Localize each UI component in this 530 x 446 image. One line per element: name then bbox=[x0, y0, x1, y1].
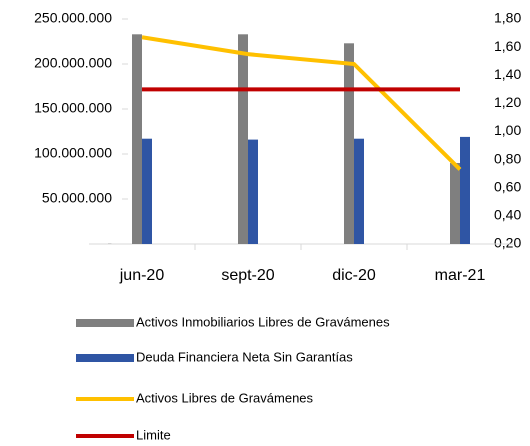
y2-tick-label: 1,80 bbox=[494, 10, 521, 26]
y-tick-label: - bbox=[107, 235, 112, 251]
y2-tick-label: 0,80 bbox=[494, 150, 521, 166]
y2-tick-label: 0,40 bbox=[494, 207, 521, 223]
legend-label: Deuda Financiera Neta Sin Garantías bbox=[136, 349, 353, 364]
y2-tick-label: 1,40 bbox=[494, 66, 521, 82]
y2-tick-label: 1,00 bbox=[494, 122, 521, 138]
legend-swatch bbox=[76, 354, 134, 362]
bar bbox=[450, 163, 460, 244]
x-tick-label: dic-20 bbox=[332, 267, 376, 284]
y2-tick-label: 1,60 bbox=[494, 38, 521, 54]
bar bbox=[142, 138, 152, 244]
y-tick-label: 250.000.000 bbox=[34, 10, 112, 26]
y-tick-label: 150.000.000 bbox=[34, 100, 112, 116]
bar bbox=[238, 34, 248, 244]
x-tick-label: mar-21 bbox=[435, 267, 486, 284]
y-tick-label: 50.000.000 bbox=[42, 190, 112, 206]
x-tick-label: jun-20 bbox=[119, 267, 165, 284]
bar bbox=[460, 136, 470, 244]
y2-tick-label: 1,20 bbox=[494, 94, 521, 110]
legend-swatch bbox=[76, 319, 134, 327]
y2-tick-label: 0,60 bbox=[494, 178, 521, 194]
bar bbox=[344, 43, 354, 244]
bar bbox=[354, 138, 364, 244]
line-series bbox=[141, 35, 462, 171]
legend-label: Activos Inmobiliarios Libres de Gravámen… bbox=[136, 314, 390, 329]
bar bbox=[248, 139, 258, 244]
legend-label: Activos Libres de Gravámenes bbox=[136, 390, 314, 405]
y-tick-label: 200.000.000 bbox=[34, 55, 112, 71]
y-tick-label: 100.000.000 bbox=[34, 145, 112, 161]
legend-label: Limite bbox=[136, 427, 171, 442]
x-tick-label: sept-20 bbox=[221, 267, 274, 284]
bar bbox=[132, 34, 142, 244]
y2-tick-label: 0,20 bbox=[494, 235, 521, 251]
